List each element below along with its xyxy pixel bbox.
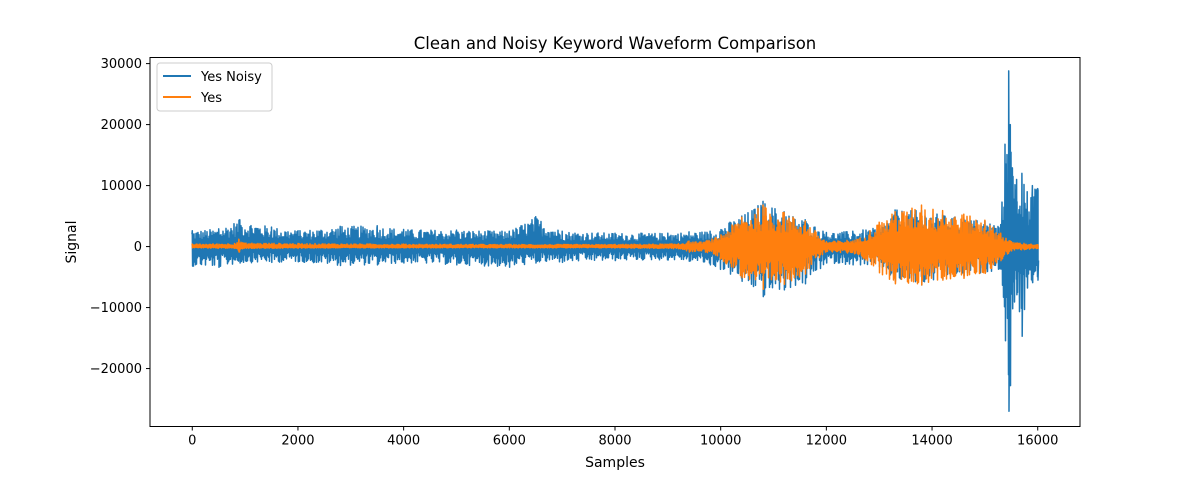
x-axis-title: Samples (585, 455, 645, 471)
y-axis: −20000 −10000 0 10000 20000 30000 (90, 57, 150, 377)
y-tick-label: 30000 (101, 57, 142, 72)
y-tick-label: 10000 (101, 179, 142, 194)
y-tick-label: −20000 (90, 362, 142, 377)
y-tick-label: 20000 (101, 118, 142, 133)
legend-label-yes-noisy: Yes Noisy (200, 70, 262, 85)
x-tick-label: 14000 (911, 434, 952, 449)
x-tick-label: 6000 (493, 434, 526, 449)
series-layer (191, 70, 1040, 413)
y-axis-title: Signal (64, 220, 80, 263)
y-tick-label: 0 (134, 240, 142, 255)
series-line-yes (191, 204, 1039, 291)
x-tick-label: 16000 (1017, 434, 1058, 449)
x-tick-label: 8000 (598, 434, 631, 449)
x-tick-label: 2000 (281, 434, 314, 449)
x-tick-label: 12000 (806, 434, 847, 449)
x-tick-label: 0 (188, 434, 196, 449)
chart-title: Clean and Noisy Keyword Waveform Compari… (414, 34, 817, 53)
legend: Yes Noisy Yes (156, 62, 273, 112)
x-tick-label: 4000 (387, 434, 420, 449)
legend-label-yes: Yes (200, 91, 222, 106)
y-tick-label: −10000 (90, 301, 142, 316)
x-axis: 0 2000 4000 6000 8000 10000 12000 14000 16000 (188, 426, 1058, 449)
x-tick-label: 10000 (700, 434, 741, 449)
